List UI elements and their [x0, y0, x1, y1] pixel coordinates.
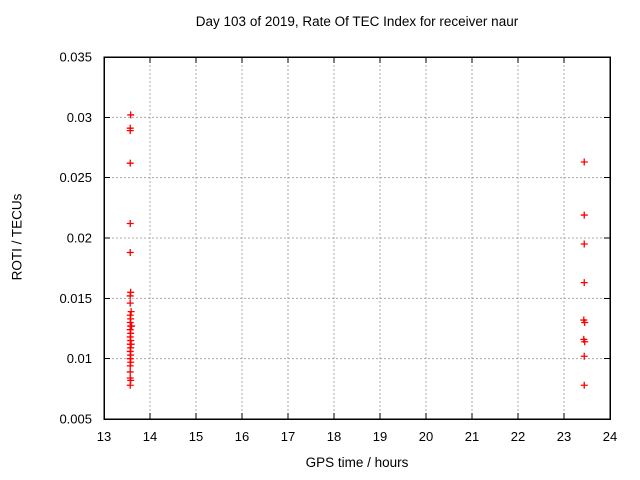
data-point-marker	[126, 368, 134, 376]
data-point-marker	[127, 111, 135, 119]
y-tick-label: 0.01	[67, 351, 92, 366]
data-point-marker	[126, 381, 134, 389]
x-tick-label: 17	[281, 429, 295, 444]
x-tick-label: 24	[603, 429, 617, 444]
data-point-marker	[128, 322, 136, 330]
data-point-marker	[126, 362, 134, 370]
data-point-marker	[580, 158, 588, 166]
x-tick-label: 23	[557, 429, 571, 444]
x-tick-label: 14	[143, 429, 157, 444]
data-point-marker	[580, 381, 588, 389]
x-tick-label: 21	[465, 429, 479, 444]
data-point-marker	[581, 338, 589, 346]
data-point-marker	[126, 248, 134, 256]
x-tick-label: 18	[327, 429, 341, 444]
data-point-marker	[126, 220, 134, 228]
x-tick-label: 15	[189, 429, 203, 444]
data-point-marker	[581, 318, 589, 326]
x-tick-label: 20	[419, 429, 433, 444]
x-axis-label: GPS time / hours	[305, 455, 409, 470]
x-tick-label: 22	[511, 429, 525, 444]
chart-title: Day 103 of 2019, Rate Of TEC Index for r…	[195, 14, 519, 29]
x-tick-label: 13	[97, 429, 111, 444]
data-point-marker	[580, 211, 588, 219]
y-tick-label: 0.02	[67, 231, 92, 246]
x-tick-label: 16	[235, 429, 249, 444]
data-point-marker	[127, 308, 135, 316]
x-tick-label: 19	[373, 429, 387, 444]
data-point-marker	[126, 127, 134, 135]
data-point-marker	[580, 279, 588, 287]
y-tick-label: 0.015	[59, 291, 92, 306]
data-point-marker	[126, 159, 134, 167]
data-point-marker	[580, 352, 588, 360]
y-tick-label: 0.025	[59, 170, 92, 185]
y-tick-label: 0.035	[59, 50, 92, 65]
y-tick-label: 0.005	[59, 412, 92, 427]
y-tick-label: 0.03	[67, 110, 92, 125]
data-point-marker	[126, 299, 134, 307]
data-point-marker	[126, 292, 134, 300]
data-point-marker	[580, 240, 588, 248]
